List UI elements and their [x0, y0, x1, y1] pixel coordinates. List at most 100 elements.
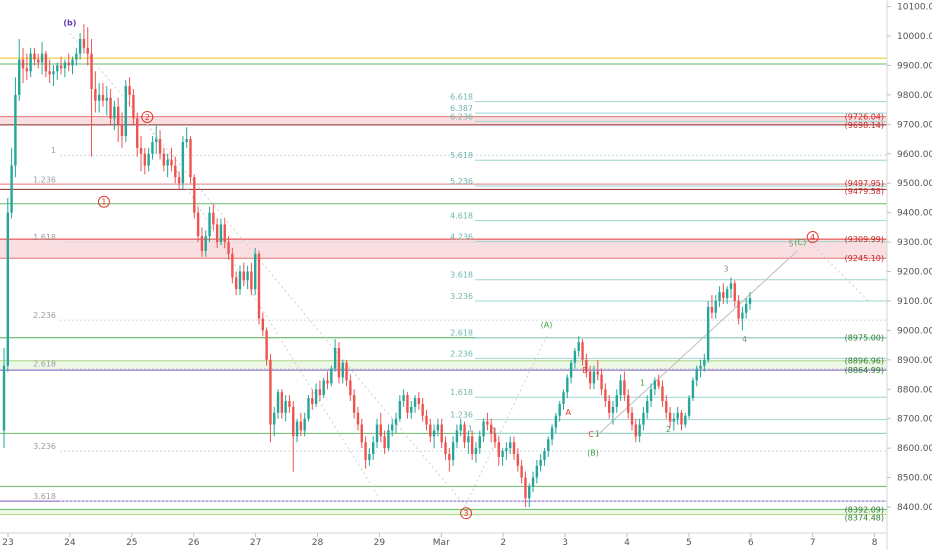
- candle: [699, 359, 702, 378]
- candle: [391, 418, 394, 437]
- candle: [596, 359, 599, 381]
- candle: [341, 359, 344, 384]
- candle: [311, 389, 314, 410]
- candle: [155, 124, 158, 154]
- wave-label-6: (B): [587, 448, 599, 457]
- candle-body: [592, 371, 596, 384]
- candle-body: [588, 371, 592, 384]
- candle: [174, 156, 177, 184]
- x-tick-label: 24: [64, 538, 76, 548]
- candle-body: [280, 392, 284, 413]
- candle: [44, 50, 48, 78]
- candle: [40, 41, 44, 75]
- candle-body: [101, 94, 105, 101]
- candle: [649, 383, 653, 407]
- candle-body: [265, 330, 268, 360]
- candle: [722, 283, 725, 304]
- candle-body: [219, 224, 223, 243]
- zone-2: [0, 360, 887, 371]
- candle-body: [619, 380, 622, 396]
- candle: [120, 112, 124, 148]
- candle-body: [52, 71, 55, 75]
- candle: [505, 442, 508, 460]
- candle-body: [90, 53, 93, 89]
- candle: [611, 401, 615, 425]
- y-tick-label: 8600.00: [897, 444, 932, 454]
- candle-body: [573, 350, 577, 363]
- candle: [371, 436, 375, 460]
- candle: [21, 47, 25, 84]
- candle: [2, 348, 6, 449]
- candle: [52, 65, 55, 87]
- fib-right-label-10: 2.236: [450, 349, 473, 358]
- fib-left-label-4: 2.618: [33, 360, 56, 369]
- candle-body: [474, 448, 478, 455]
- candle-body: [307, 398, 310, 419]
- candle: [333, 339, 337, 372]
- candle-body: [524, 477, 527, 499]
- y-tick-label: 8700.00: [897, 415, 932, 425]
- candle: [691, 377, 695, 402]
- candle: [254, 247, 257, 296]
- price-tag-3: (9479.58): [845, 187, 884, 196]
- candle-body: [391, 424, 394, 431]
- candle: [109, 88, 112, 125]
- price-axis[interactable]: 8400.00 8500.00 8600.00 8700.00 8800.00 8900.…: [887, 3, 932, 513]
- candle: [646, 395, 649, 419]
- candle-body: [261, 318, 265, 331]
- candle-body: [181, 141, 185, 184]
- candle: [101, 83, 105, 107]
- candle: [63, 59, 67, 78]
- candle: [223, 218, 226, 248]
- candle: [97, 83, 101, 113]
- candle: [432, 424, 436, 449]
- candle: [455, 424, 459, 449]
- candle-body: [303, 418, 306, 431]
- candle-body: [665, 401, 668, 413]
- candle-body: [543, 451, 546, 460]
- candle-body: [432, 430, 436, 437]
- candle: [585, 353, 588, 378]
- x-tick-label: 29: [374, 538, 386, 548]
- fib-left-label-2: 1.618: [33, 233, 56, 242]
- y-tick-label: 8400.00: [897, 503, 932, 513]
- candle-body: [215, 224, 219, 243]
- candle: [600, 368, 603, 396]
- candle-body: [326, 380, 329, 384]
- candle: [261, 312, 265, 337]
- candle-body: [368, 454, 371, 460]
- candle-body: [489, 424, 493, 434]
- candle-body: [314, 389, 318, 404]
- candle: [421, 398, 424, 422]
- candle-body: [345, 362, 348, 381]
- fib-left-label-6: 3.618: [33, 492, 56, 501]
- candle-body: [59, 65, 63, 69]
- candle: [59, 56, 63, 75]
- candle: [212, 203, 215, 231]
- candle: [181, 136, 185, 190]
- candle-body: [18, 59, 21, 95]
- wave-circle-3: [460, 507, 473, 520]
- time-axis[interactable]: 23 24 25 26 27 28 29 Mar 2 3 4 5 6 7 8: [2, 533, 878, 548]
- candle: [558, 401, 561, 422]
- x-tick-label: 2: [500, 538, 506, 548]
- candle: [383, 430, 386, 455]
- candle: [467, 430, 470, 455]
- candle-body: [402, 395, 405, 402]
- x-tick-label: 27: [250, 538, 261, 548]
- candle-body: [657, 380, 660, 387]
- trendline-c: [595, 250, 798, 437]
- y-tick-label: 9700.00: [897, 120, 932, 130]
- candle-body: [330, 368, 333, 384]
- candle-body: [710, 306, 714, 313]
- candle: [124, 80, 127, 142]
- candle-body: [189, 139, 192, 178]
- candle: [170, 147, 173, 172]
- candle-body: [703, 359, 706, 366]
- price-tag-1: (9698.14): [845, 121, 884, 130]
- candle-body: [558, 403, 561, 416]
- candle: [269, 353, 272, 443]
- candle-body: [547, 439, 550, 452]
- candle: [90, 38, 93, 157]
